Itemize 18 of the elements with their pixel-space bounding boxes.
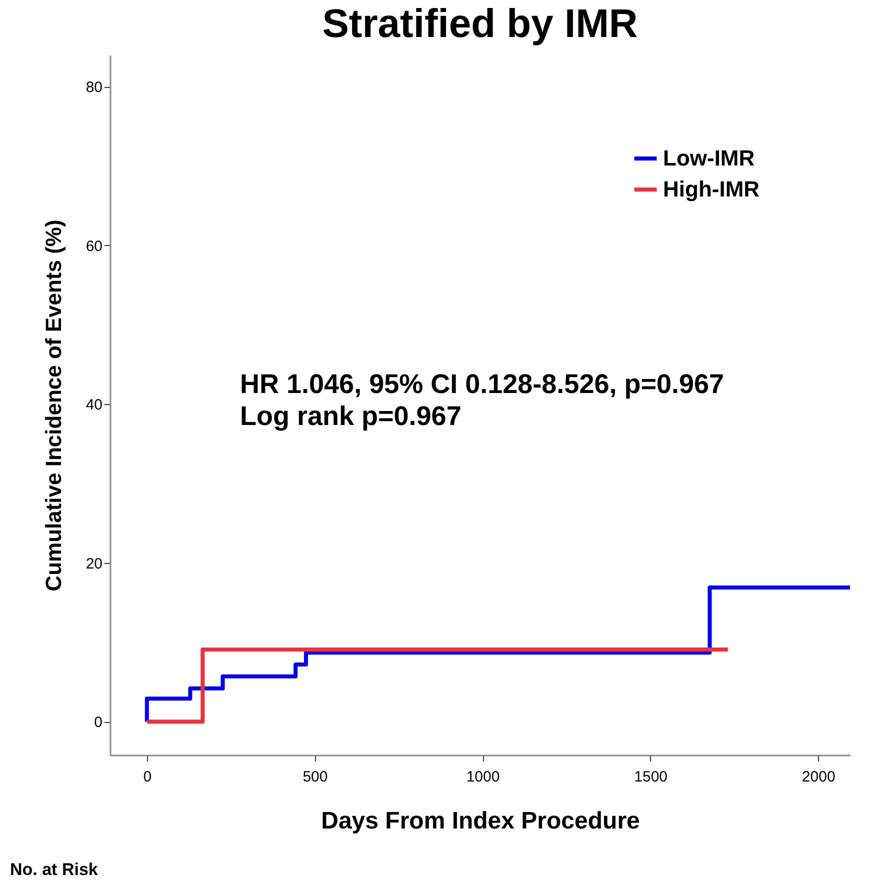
legend-label: High-IMR bbox=[663, 176, 760, 202]
legend-label: Low-IMR bbox=[663, 146, 755, 170]
text: No. at Risk bbox=[10, 860, 98, 879]
x-tick-label: 0 bbox=[143, 768, 152, 786]
y-tick-label: 40 bbox=[86, 396, 102, 414]
y-tick-label: 60 bbox=[86, 238, 102, 255]
annotation: HR 1.046, 95% CI 0.128-8.526, p=0.967 bbox=[240, 369, 724, 399]
x-tick-label: 1500 bbox=[634, 768, 668, 786]
x-tick-label: 500 bbox=[302, 768, 328, 786]
x-tick-label: 2000 bbox=[802, 768, 836, 786]
y-tick-label: 0 bbox=[94, 714, 102, 732]
y-tick-label: 20 bbox=[86, 555, 102, 572]
x-axis-title: Days From Index Procedure bbox=[321, 808, 640, 834]
x-tick-label: 1000 bbox=[466, 768, 500, 786]
chart-title: Stratified by IMR bbox=[322, 2, 638, 46]
annotation: Log rank p=0.967 bbox=[240, 401, 462, 431]
y-axis-title: Cumulative Incidence of Events (%) bbox=[40, 220, 66, 592]
y-tick-label: 80 bbox=[86, 79, 102, 96]
